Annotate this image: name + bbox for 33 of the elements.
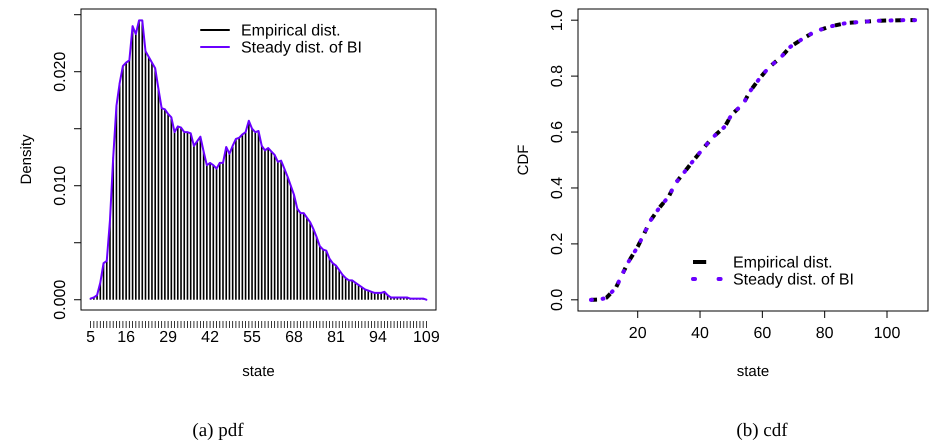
y-tick-label: 0.000: [52, 280, 69, 320]
y-axis-title: CDF: [515, 144, 532, 176]
legend-label: Steady dist. of BI: [733, 272, 854, 289]
x-tick-label: 42: [201, 329, 220, 346]
legend-label: Steady dist. of BI: [241, 40, 362, 57]
y-tick-label: 0.8: [549, 64, 566, 88]
x-tick-label: 29: [159, 329, 178, 346]
x-axis-title: state: [736, 363, 770, 380]
x-tick-label: 109: [413, 329, 440, 346]
x-tick-label: 81: [327, 329, 345, 346]
y-tick-label: 0.0: [549, 288, 566, 311]
legend-label: Empirical dist.: [241, 22, 341, 40]
x-tick-label: 40: [691, 325, 710, 342]
x-tick-label: 60: [753, 325, 772, 342]
x-tick-label: 20: [628, 325, 647, 342]
x-tick-label: 16: [117, 329, 136, 346]
x-tick-label: 5: [86, 329, 96, 346]
y-tick-label: 1.0: [549, 8, 566, 32]
text: (a) pdf: [192, 420, 244, 441]
y-tick-label: 0.2: [549, 232, 566, 256]
x-tick-label: 55: [243, 329, 262, 346]
x-axis-title: state: [242, 363, 275, 380]
y-tick-label: 0.6: [549, 120, 566, 144]
y-tick-label: 0.010: [52, 166, 69, 206]
x-tick-label: 100: [874, 325, 900, 342]
y-tick-label: 0.4: [549, 176, 566, 200]
y-axis-title: Density: [18, 134, 35, 185]
y-tick-label: 0.020: [52, 52, 69, 92]
legend-label: Empirical dist.: [733, 254, 833, 272]
x-tick-label: 80: [816, 325, 834, 342]
x-tick-label: 68: [285, 329, 304, 346]
text: (b) cdf: [736, 420, 788, 441]
x-tick-label: 94: [369, 329, 387, 346]
